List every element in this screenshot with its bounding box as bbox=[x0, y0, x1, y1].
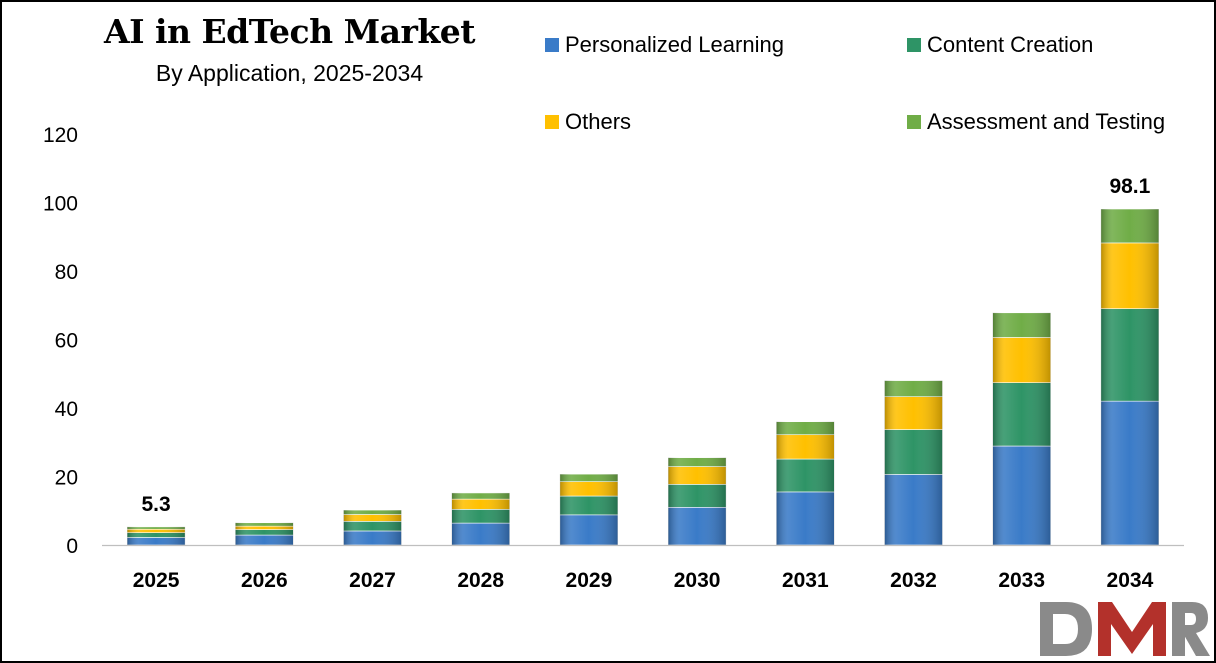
bar-shade-2025-assessment-and-testing bbox=[127, 526, 186, 530]
x-tick-label-2034: 2034 bbox=[1107, 569, 1154, 592]
x-tick-label-2028: 2028 bbox=[457, 569, 504, 592]
x-tick-label-2029: 2029 bbox=[566, 569, 613, 592]
x-tick-label-2026: 2026 bbox=[241, 569, 288, 592]
x-tick-label-2027: 2027 bbox=[349, 569, 396, 592]
bar-shade-2031-personalized-learning bbox=[776, 491, 835, 545]
bar-shade-2026-others bbox=[235, 526, 294, 530]
y-tick-label-100: 100 bbox=[43, 193, 78, 216]
bar-shade-2034-assessment-and-testing bbox=[1100, 209, 1159, 243]
y-tick-label-40: 40 bbox=[55, 398, 78, 421]
y-tick-label-0: 0 bbox=[66, 535, 78, 558]
legend-item-others: Others bbox=[545, 109, 631, 135]
bar-shade-2033-others bbox=[992, 337, 1051, 383]
bar-shade-2034-others bbox=[1100, 242, 1159, 309]
bar-shade-2029-content-creation bbox=[559, 496, 618, 515]
bar-shade-2029-personalized-learning bbox=[559, 514, 618, 545]
legend-label-others: Others bbox=[565, 109, 632, 134]
bar-shade-2030-personalized-learning bbox=[668, 507, 727, 545]
bar-shade-2025-others bbox=[127, 529, 186, 533]
bar-shade-2030-content-creation bbox=[668, 484, 727, 508]
x-tick-label-2032: 2032 bbox=[890, 569, 937, 592]
bar-shade-2032-content-creation bbox=[884, 429, 943, 475]
y-tick-label-20: 20 bbox=[55, 467, 78, 490]
bar-shade-2029-others bbox=[559, 481, 618, 497]
legend-swatch-personalized-learning bbox=[545, 38, 559, 52]
bar-shade-2026-assessment-and-testing bbox=[235, 522, 294, 527]
bar-shade-2028-personalized-learning bbox=[451, 523, 510, 545]
bar-shade-2031-content-creation bbox=[776, 459, 835, 492]
bar-shade-2033-content-creation bbox=[992, 382, 1051, 447]
y-tick-label-80: 80 bbox=[55, 261, 78, 284]
legend-label-assessment-and-testing: Assessment and Testing bbox=[927, 109, 1166, 134]
bar-shade-2027-personalized-learning bbox=[343, 530, 402, 545]
bar-shade-2030-others bbox=[668, 466, 727, 485]
bar-shade-2033-assessment-and-testing bbox=[992, 312, 1051, 338]
bar-shade-2032-personalized-learning bbox=[884, 474, 943, 545]
y-tick-label-60: 60 bbox=[55, 330, 78, 353]
bar-shade-2027-content-creation bbox=[343, 521, 402, 531]
legend-label-personalized-learning: Personalized Learning bbox=[565, 32, 784, 57]
bar-shade-2034-personalized-learning bbox=[1100, 401, 1159, 545]
chart-subtitle: By Application, 2025-2034 bbox=[155, 60, 424, 86]
legend-item-content-creation: Content Creation bbox=[907, 32, 1093, 58]
bar-shade-2032-assessment-and-testing bbox=[884, 380, 943, 397]
bar-shade-2034-content-creation bbox=[1100, 308, 1159, 402]
data-label-2034: 98.1 bbox=[1109, 175, 1150, 198]
bar-shade-2027-assessment-and-testing bbox=[343, 510, 402, 515]
legend-label-content-creation: Content Creation bbox=[927, 32, 1094, 57]
chart-title: AI in EdTech Market bbox=[103, 12, 476, 51]
bar-shade-2028-assessment-and-testing bbox=[451, 492, 510, 500]
bar-shade-2029-assessment-and-testing bbox=[559, 474, 618, 482]
bar-shade-2025-content-creation bbox=[127, 532, 186, 538]
legend-swatch-assessment-and-testing bbox=[907, 115, 921, 129]
bar-shade-2031-others bbox=[776, 434, 835, 460]
x-tick-label-2031: 2031 bbox=[782, 569, 829, 592]
bar-shade-2031-assessment-and-testing bbox=[776, 421, 835, 435]
bar-shade-2032-others bbox=[884, 396, 943, 430]
bar-shade-2033-personalized-learning bbox=[992, 446, 1051, 545]
legend-item-personalized-learning: Personalized Learning bbox=[545, 32, 784, 58]
bar-shade-2026-personalized-learning bbox=[235, 535, 294, 545]
bar-shade-2030-assessment-and-testing bbox=[668, 457, 727, 467]
legend-item-assessment-and-testing: Assessment and Testing bbox=[907, 109, 1165, 135]
bar-shade-2026-content-creation bbox=[235, 529, 294, 536]
bar-shade-2027-others bbox=[343, 514, 402, 522]
y-tick-label-120: 120 bbox=[43, 124, 78, 147]
dmr-logo-graphic bbox=[1040, 602, 1210, 656]
x-tick-label-2025: 2025 bbox=[133, 569, 180, 592]
dmr-logo bbox=[1036, 598, 1212, 660]
bar-shade-2025-personalized-learning bbox=[127, 537, 186, 545]
data-label-2025: 5.3 bbox=[141, 493, 170, 516]
legend-swatch-content-creation bbox=[907, 38, 921, 52]
legend-swatch-others bbox=[545, 115, 559, 129]
x-tick-label-2033: 2033 bbox=[998, 569, 1045, 592]
x-tick-label-2030: 2030 bbox=[674, 569, 721, 592]
bar-shade-2028-content-creation bbox=[451, 509, 510, 524]
bar-shade-2028-others bbox=[451, 499, 510, 510]
